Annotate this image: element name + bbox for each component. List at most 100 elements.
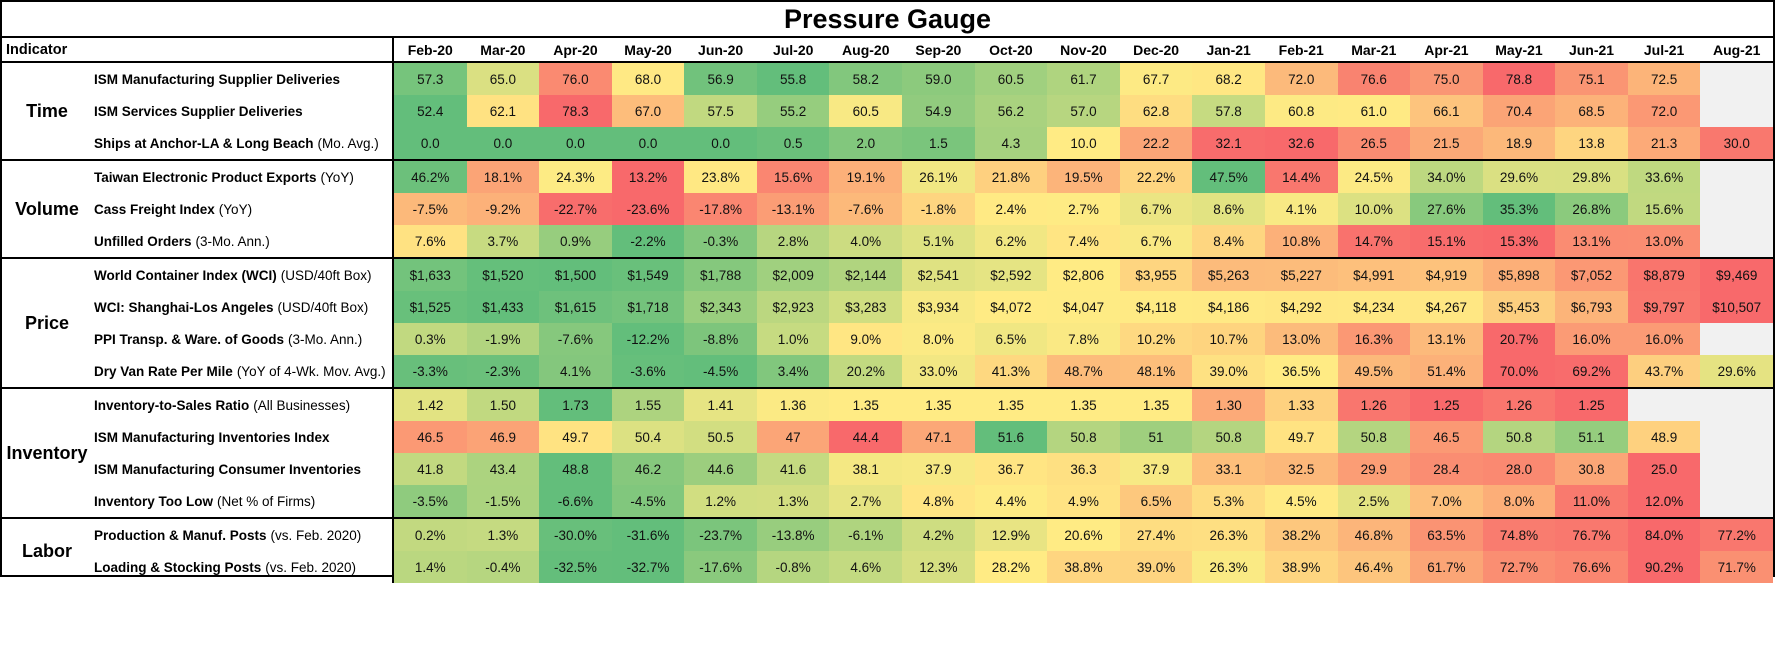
heatmap-cell: 57.3 [394, 63, 467, 95]
group-label: Price [24, 312, 70, 333]
heatmap-cell: 46.2 [611, 453, 685, 485]
heatmap-cell: 6.5% [1119, 485, 1193, 517]
heatmap-cell: 75.0 [1410, 63, 1483, 95]
heatmap-cell: 1.30 [1192, 389, 1265, 421]
heatmap-cell: -4.5% [611, 485, 685, 517]
heatmap-cell: -17.8% [684, 193, 757, 225]
heatmap-cell: $4,072 [974, 291, 1048, 323]
heatmap-cell: 8.0% [1482, 485, 1556, 517]
heatmap-cell: 62.8 [1119, 95, 1193, 127]
group-section: Inventory Inventory-to-Sales Ratio (All Bu… [2, 389, 1773, 519]
group-label: Inventory [6, 442, 88, 463]
heatmap-cell: 57.8 [1192, 95, 1265, 127]
indicator-label: World Container Index (WCI) (USD/40ft Box… [92, 259, 394, 291]
heatmap-cell [1700, 63, 1773, 95]
heatmap-cell: 51.1 [1555, 421, 1628, 453]
heatmap-cell: 51.6 [974, 421, 1048, 453]
heatmap-cell: 1.41 [684, 389, 757, 421]
heatmap-cell: 21.8% [974, 161, 1048, 193]
heatmap-cell: 71.7% [1700, 551, 1773, 583]
heatmap-cell: 62.1 [466, 95, 540, 127]
heatmap-cell: $2,806 [1047, 259, 1120, 291]
heatmap-cell: 1.35 [1047, 389, 1120, 421]
indicator-label: Ships at Anchor-LA & Long Beach (Mo. Avg.… [92, 127, 394, 159]
heatmap-cell: $1,549 [611, 259, 685, 291]
heatmap-cell: 4.5% [1264, 485, 1338, 517]
heatmap-cell: 24.3% [539, 161, 612, 193]
heatmap-cell: 1.35 [974, 389, 1048, 421]
heatmap-cell: 1.25 [1410, 389, 1483, 421]
heatmap-cell [1700, 323, 1773, 355]
heatmap-cell: $6,793 [1555, 291, 1628, 323]
heatmap-cell: 55.8 [756, 63, 830, 95]
column-header: Jul-20 [772, 41, 814, 58]
heatmap-cell: -7.6% [829, 193, 903, 225]
heatmap-cell [1700, 225, 1773, 257]
heatmap-cell: 48.7% [1047, 355, 1120, 387]
heatmap-cell: 33.0% [902, 355, 975, 387]
column-header: Feb-20 [407, 41, 453, 58]
heatmap-cell: 4.9% [1047, 485, 1120, 517]
indicator-label: Inventory Too Low (Net % of Firms) [92, 485, 394, 517]
heatmap-cell: $4,292 [1264, 291, 1338, 323]
heatmap-cell: -9.2% [466, 193, 540, 225]
column-header: Jan-21 [1206, 41, 1251, 58]
heatmap-cell: 43.7% [1627, 355, 1701, 387]
heatmap-cell: 8.0% [902, 323, 975, 355]
heatmap-cell: 29.8% [1555, 161, 1628, 193]
heatmap-cell: 48.8 [539, 453, 612, 485]
column-header: Aug-21 [1712, 41, 1761, 58]
heatmap-cell: 28.2% [974, 551, 1048, 583]
heatmap-cell: 22.2 [1119, 127, 1193, 159]
heatmap-cell: 34.0% [1410, 161, 1483, 193]
heatmap-cell: 1.25 [1555, 389, 1628, 421]
heatmap-cell: 25.0 [1627, 453, 1701, 485]
heatmap-cell: -23.6% [611, 193, 685, 225]
heatmap-cell: 10.8% [1264, 225, 1338, 257]
heatmap-cell: 54.9 [902, 95, 975, 127]
heatmap-cell: -4.5% [684, 355, 757, 387]
heatmap-cell: 36.3 [1047, 453, 1120, 485]
heatmap-cell: 1.3% [466, 519, 540, 551]
heatmap-cell: 29.6% [1700, 355, 1773, 387]
heatmap-cell: 37.9 [1119, 453, 1193, 485]
heatmap-cell: 65.0 [466, 63, 540, 95]
heatmap-cell: -32.7% [611, 551, 685, 583]
heatmap-cell: 21.5 [1410, 127, 1483, 159]
indicator-label: Inventory-to-Sales Ratio (All Businesses) [92, 389, 394, 421]
heatmap-cell: $8,879 [1627, 259, 1701, 291]
heatmap-cell: 8.6% [1192, 193, 1265, 225]
heatmap-cell: 70.0% [1482, 355, 1556, 387]
heatmap-cell: 0.0 [611, 127, 685, 159]
heatmap-cell: 13.1% [1410, 323, 1483, 355]
heatmap-cell: $5,227 [1264, 259, 1338, 291]
heatmap-cell: 20.2% [829, 355, 903, 387]
heatmap-cell: -30.0% [539, 519, 612, 551]
heatmap-cell: 75.1 [1555, 63, 1628, 95]
heatmap-cell: 13.2% [611, 161, 685, 193]
indicator-label: Taiwan Electronic Product Exports (YoY) [92, 161, 394, 193]
group-section: Time ISM Manufacturing Supplier Deliverie… [2, 63, 1773, 161]
heatmap-cell: -3.3% [394, 355, 467, 387]
heatmap-cell: 3.4% [756, 355, 830, 387]
heatmap-cell: -2.2% [611, 225, 685, 257]
indicator-label: Loading & Stocking Posts (vs. Feb. 2020) [92, 551, 394, 583]
heatmap-cell: 0.9% [539, 225, 612, 257]
heatmap-cell: 46.8% [1337, 519, 1411, 551]
indicator-column-header: Indicator [2, 38, 394, 61]
heatmap-cell: 50.8 [1047, 421, 1120, 453]
heatmap-cell: 4.1% [539, 355, 612, 387]
heatmap-cell: 6.2% [974, 225, 1048, 257]
indicator-label: Dry Van Rate Per Mile (YoY of 4-Wk. Mov. … [92, 355, 394, 387]
indicator-label: Production & Manuf. Posts (vs. Feb. 2020) [92, 519, 394, 551]
heatmap-cell: 12.0% [1627, 485, 1701, 517]
heatmap-cell: $1,633 [394, 259, 467, 291]
heatmap-cell: -23.7% [684, 519, 757, 551]
heatmap-cell: 0.0 [539, 127, 612, 159]
heatmap-cell: -3.5% [394, 485, 467, 517]
column-header: Mar-20 [480, 41, 526, 58]
heatmap-cell: 47.5% [1192, 161, 1265, 193]
heatmap-cell: 32.5 [1264, 453, 1338, 485]
heatmap-cell: 8.4% [1192, 225, 1265, 257]
heatmap-cell: 1.35 [902, 389, 975, 421]
